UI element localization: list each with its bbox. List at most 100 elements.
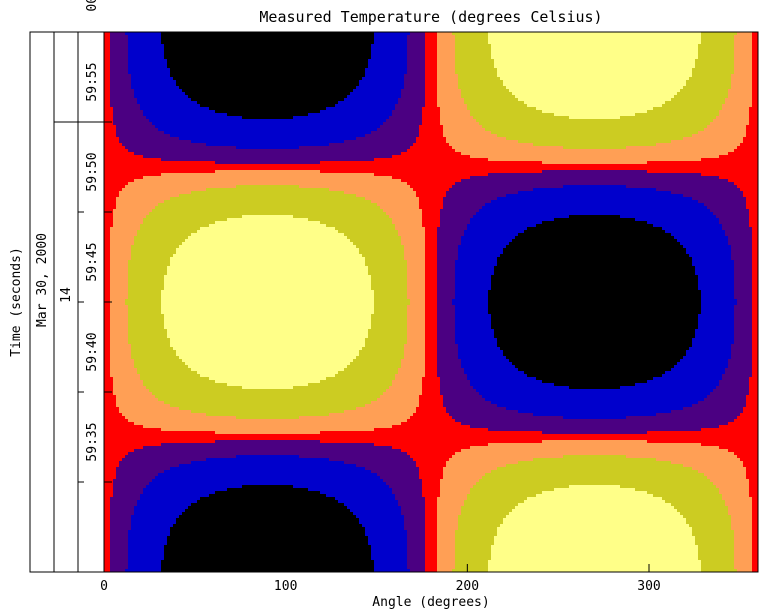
contour-cell [410, 59, 414, 63]
contour-cell [215, 74, 219, 78]
contour-cell [179, 62, 183, 66]
contour-cell [695, 68, 699, 72]
contour-cell [407, 74, 411, 78]
contour-cell [356, 80, 360, 84]
contour-cell [707, 32, 711, 36]
contour-cell [263, 68, 267, 72]
contour-cell [326, 80, 330, 84]
contour-cell [335, 86, 339, 90]
contour-cell [248, 59, 252, 63]
contour-cell [677, 38, 681, 42]
contour-cell [170, 62, 174, 66]
contour-cell [524, 83, 528, 87]
contour-cell [128, 65, 132, 69]
contour-cell [104, 71, 108, 75]
contour-cell [614, 32, 618, 36]
contour-cell [587, 44, 591, 48]
contour-cell [743, 35, 747, 39]
contour-cell [395, 65, 399, 69]
contour-cell [527, 47, 531, 51]
contour-cell [500, 38, 504, 42]
contour-cell [212, 56, 216, 60]
contour-cell [620, 80, 624, 84]
contour-cell [494, 53, 498, 57]
contour-cell [434, 41, 438, 45]
contour-cell [671, 68, 675, 72]
contour-cell [131, 77, 135, 81]
contour-cell [560, 71, 564, 75]
contour-cell [488, 38, 492, 42]
contour-cell [104, 41, 108, 45]
contour-cell [728, 53, 732, 57]
contour-cell [443, 38, 447, 42]
contour-cell [479, 86, 483, 90]
contour-cell [536, 47, 540, 51]
contour-cell [590, 56, 594, 60]
contour-cell [293, 83, 297, 87]
contour-cell [227, 62, 231, 66]
contour-cell [197, 62, 201, 66]
contour-cell [650, 32, 654, 36]
contour-cell [614, 68, 618, 72]
contour-cell [206, 68, 210, 72]
contour-cell [449, 86, 453, 90]
contour-cell [563, 53, 567, 57]
contour-cell [653, 71, 657, 75]
contour-cell [638, 83, 642, 87]
contour-cell [233, 41, 237, 45]
contour-cell [314, 74, 318, 78]
contour-cell [674, 35, 678, 39]
contour-cell [218, 86, 222, 90]
contour-cell [713, 62, 717, 66]
contour-cell [413, 50, 417, 54]
contour-cell [452, 74, 456, 78]
contour-cell [743, 47, 747, 51]
contour-cell [716, 80, 720, 84]
contour-cell [242, 80, 246, 84]
contour-cell [626, 74, 630, 78]
contour-cell [182, 80, 186, 84]
contour-cell [221, 47, 225, 51]
contour-cell [398, 74, 402, 78]
contour-cell [221, 74, 225, 78]
contour-cell [185, 44, 189, 48]
contour-cell [167, 56, 171, 60]
contour-cell [482, 65, 486, 69]
contour-cell [506, 83, 510, 87]
contour-cell [341, 35, 345, 39]
contour-cell [131, 53, 135, 57]
contour-cell [251, 74, 255, 78]
contour-cell [497, 74, 501, 78]
contour-cell [173, 56, 177, 60]
contour-cell [203, 74, 207, 78]
contour-cell [395, 74, 399, 78]
contour-cell [491, 41, 495, 45]
contour-cell [161, 86, 165, 90]
contour-cell [701, 47, 705, 51]
contour-cell [383, 68, 387, 72]
contour-cell [305, 50, 309, 54]
contour-cell [461, 38, 465, 42]
contour-cell [257, 56, 261, 60]
contour-cell [725, 80, 729, 84]
contour-cell [224, 83, 228, 87]
contour-cell [278, 53, 282, 57]
contour-cell [296, 32, 300, 36]
contour-cell [263, 86, 267, 90]
contour-cell [134, 71, 138, 75]
contour-cell [698, 56, 702, 60]
contour-cell [311, 77, 315, 81]
contour-cell [695, 80, 699, 84]
contour-cell [500, 35, 504, 39]
contour-cell [659, 50, 663, 54]
contour-cell [338, 83, 342, 87]
contour-cell [269, 65, 273, 69]
contour-cell [728, 38, 732, 42]
contour-cell [644, 41, 648, 45]
contour-cell [458, 38, 462, 42]
contour-cell [527, 68, 531, 72]
contour-cell [116, 68, 120, 72]
contour-cell [314, 53, 318, 57]
contour-cell [674, 59, 678, 63]
contour-cell [182, 47, 186, 51]
